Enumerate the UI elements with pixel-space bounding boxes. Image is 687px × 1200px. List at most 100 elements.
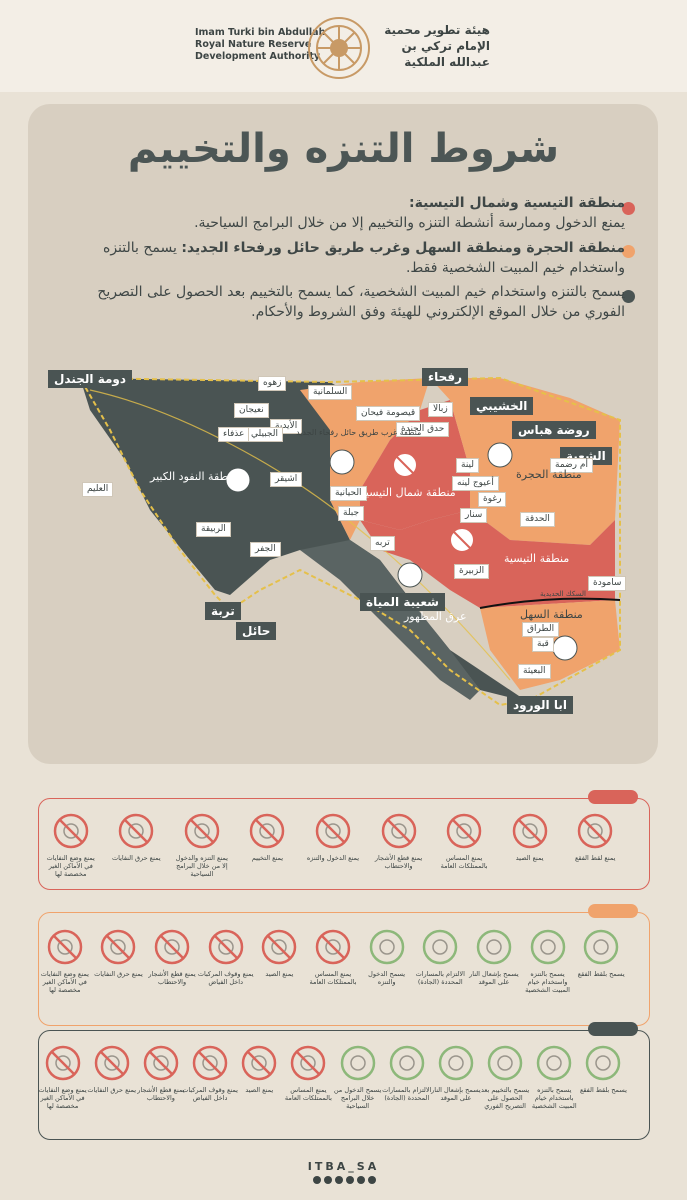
map-label-shuaybat-almiyah: شعيبة المياة: [360, 593, 445, 611]
map-place-label: الحيانية: [330, 486, 367, 501]
no-walking-icon-cell: يمنع الدخول والتنزه: [305, 812, 361, 862]
no-fire-icon: [101, 929, 136, 965]
no-touch-icon-cell: يمنع المساس بالممتلكات العامة: [280, 1044, 336, 1102]
no-entry-icon: [184, 813, 220, 849]
icon-caption: يمنع قطع الأشجار والاحتطاب: [137, 1086, 185, 1102]
no-touch-icon-cell: يمنع المساس بالممتلكات العامة: [436, 812, 492, 870]
rule-color-dot-red: [622, 202, 635, 215]
road-line: [89, 389, 511, 681]
walking-icon-cell: يسمح الدخول من خلال البرامج السياحية: [330, 1044, 386, 1110]
band-dark-pill: [588, 1022, 638, 1036]
map-label-rawdat-habbas: روضة هباس: [512, 421, 596, 439]
icon-caption: يمنع حرق النفايات: [87, 1086, 137, 1094]
rule-color-dot-dark: [622, 290, 635, 303]
reserve-map: [78, 376, 621, 707]
no-hunting-icon: [242, 1045, 277, 1081]
no-tree-cutting-icon: [381, 813, 416, 849]
map-place-label: لينة: [456, 458, 479, 473]
map-label-hail: حائل: [236, 622, 277, 640]
map-place-label: البعيثة: [518, 664, 551, 679]
org-name-arabic: هيئة تطوير محمية الإمام تركي بن عبدالله …: [380, 22, 490, 70]
authority-logo-icon: [308, 17, 370, 79]
path-icon: [389, 1045, 424, 1081]
icon-caption: يمنع الدخول والتنزه: [306, 854, 360, 862]
rule-heading: منطقة الحجرة ومنطقة السهل وغرب طريق حائل…: [181, 240, 625, 256]
no-fire-icon-cell: يمنع حرق النفايات: [90, 928, 146, 978]
no-hunting-icon: [262, 929, 297, 965]
rule-item: منطقة الحجرة ومنطقة السهل وغرب طريق حائل…: [65, 238, 625, 278]
truffle-icon-cell: يسمح بلقط الفقع: [575, 1044, 631, 1094]
rule-text: يسمح بالتنزه واستخدام خيم المبيت الشخصية…: [103, 240, 625, 276]
map-place-label: الجبيلي: [246, 427, 283, 442]
no-walking-icon: [315, 813, 351, 849]
map-place-label: زهوه: [258, 376, 287, 391]
no-fire-icon-cell: يمنع حرق النفايات: [84, 1044, 140, 1094]
no-littering-icon: [47, 929, 83, 965]
org-ar-line: الإمام تركي بن: [401, 39, 490, 53]
no-touch-icon: [315, 929, 351, 965]
no-vehicle-icon: [208, 929, 243, 965]
no-camping-icon-cell: يمنع التخييم: [239, 812, 295, 862]
map-place-label: الحدقة: [520, 512, 555, 527]
no-hunting-icon-cell: يمنع الصيد: [231, 1044, 287, 1094]
icon-caption: يمنع المساس بالممتلكات العامة: [284, 1086, 332, 1102]
map-label-aba-alwurud: ابا الورود: [507, 696, 573, 714]
no-hunting-icon-cell: يمنع الصيد: [251, 928, 307, 978]
no-vehicle-icon: [192, 1045, 228, 1081]
linkedin-icon[interactable]: [357, 1176, 365, 1184]
tent-icon: [530, 929, 565, 965]
no-fire-icon: [119, 813, 154, 849]
icon-caption: يمنع وقوف المركبات داخل الفياض: [182, 1086, 238, 1102]
x-icon[interactable]: [324, 1176, 332, 1184]
band-orange-zone: [38, 912, 650, 1026]
rule-color-dot-orange: [622, 245, 635, 258]
icon-caption: يمنع التنزه والدخول إلا من خلال البرامج …: [175, 854, 228, 878]
icon-caption: يسمح الدخول من خلال البرامج السياحية: [333, 1086, 382, 1110]
map-place-label: قبة: [532, 637, 554, 652]
permit-camp-icon: [487, 1045, 523, 1081]
no-vehicle-icon-cell: يمنع وقوف المركبات داخل الفياض: [182, 1044, 238, 1102]
map-label-turbah: تربة: [205, 602, 241, 620]
map-place-label: أعيوج لينه: [452, 476, 499, 491]
map-place-label: سامودة: [588, 576, 627, 591]
map-place-label: الطراق: [522, 622, 560, 637]
icon-caption: يمنع حرق النفايات: [111, 854, 161, 862]
map-place-label: رغوة: [478, 492, 507, 507]
icon-caption: يسمح الدخول والتنزه: [368, 970, 406, 986]
no-tree-cutting-icon-cell: يمنع قطع الأشجار والاحتطاب: [133, 1044, 189, 1102]
no-littering-icon: [53, 813, 89, 849]
no-vehicle-icon-cell: يمنع وقوف المركبات داخل الفياض: [198, 928, 254, 986]
tent-icon-cell: يسمح بالتنزه واستخدام خيام المبيت الشخصي…: [520, 928, 576, 994]
icon-caption: يسمح بالتنزه واستخدام خيام المبيت الشخصي…: [525, 970, 570, 994]
icon-caption: يسمح بالتخييم بعد الحصول على التصريح الف…: [480, 1086, 530, 1110]
no-hunting-icon-cell: يمنع الصيد: [502, 812, 558, 862]
no-tree-cutting-icon-cell: يمنع قطع الأشجار والاحتطاب: [371, 812, 427, 870]
youtube-icon[interactable]: [313, 1176, 321, 1184]
icon-caption: يسمح بإشعال النار على الموقد: [469, 970, 519, 986]
map-place-label: سنار: [460, 508, 488, 523]
no-touch-icon-cell: يمنع المساس بالممتلكات العامة: [305, 928, 361, 986]
org-name-english: Imam Turki bin Abdullah Royal Nature Res…: [195, 27, 330, 63]
railway-line: [479, 597, 621, 609]
no-fire-icon: [94, 1045, 129, 1081]
map-zone-label: منطقة شمال التيسية: [360, 486, 456, 499]
permit-camp-icon-cell: يسمح بالتخييم بعد الحصول على التصريح الف…: [477, 1044, 533, 1110]
map-place-label: الربيقة: [196, 522, 231, 537]
map-place-label: الجفر: [250, 542, 281, 557]
rule-item: يسمح بالتنزه واستخدام خيم المبيت الشخصية…: [65, 282, 625, 322]
tiktok-icon[interactable]: [346, 1176, 354, 1184]
map-label-rafha: رفحاء: [422, 368, 469, 386]
walking-icon: [369, 929, 404, 965]
truffle-icon-cell: يسمح بلقط الفقع: [573, 928, 629, 978]
icon-caption: يمنع قطع الأشجار والاحتطاب: [374, 854, 423, 870]
instagram-icon[interactable]: [368, 1176, 376, 1184]
rule-item: منطقة التيسية وشمال التيسية: يمنع الدخول…: [65, 193, 625, 233]
map-place-label: عذفاء: [218, 427, 250, 442]
map-zone-label: منطقة الحجرة: [516, 468, 582, 481]
map-label-alkhushaybi: الخشيبي: [470, 397, 534, 415]
snapchat-icon[interactable]: [335, 1176, 343, 1184]
no-tree-cutting-icon: [143, 1045, 179, 1081]
org-en-line: Royal Nature Reserve: [195, 39, 312, 50]
band-dark-zone: [38, 1030, 650, 1140]
icon-caption: يمنع المساس بالممتلكات العامة: [309, 970, 357, 986]
